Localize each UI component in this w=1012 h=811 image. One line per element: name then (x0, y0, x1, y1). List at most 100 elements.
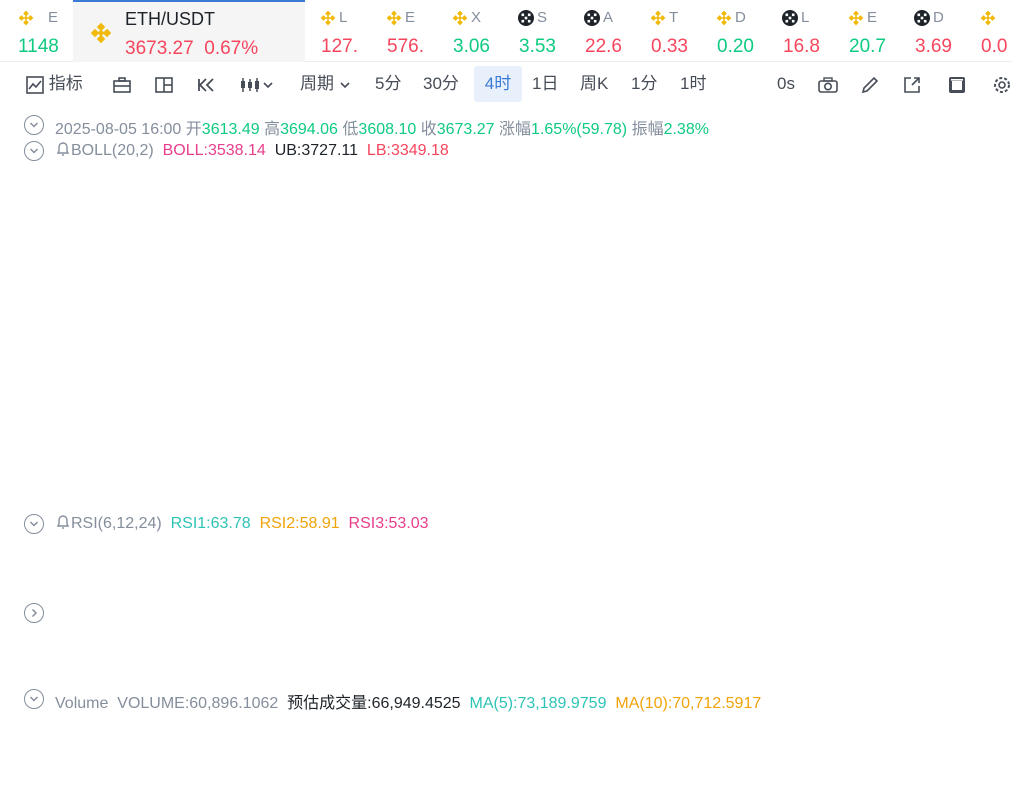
interval-6[interactable]: 1时 (680, 74, 707, 93)
interval-0[interactable]: 5分 (375, 74, 402, 93)
extra-pane-header (0, 602, 1012, 626)
ticker-symbol: D (735, 9, 746, 26)
volume-bar (591, 742, 597, 768)
candle-body (235, 376, 240, 386)
ticker-item[interactable]: E 576. (371, 0, 437, 62)
candle-body (626, 222, 631, 224)
ticker-item[interactable]: S 3.53 (503, 0, 569, 62)
ticker-item[interactable]: D 3.69 (899, 0, 965, 62)
indicators-button[interactable]: 指标 (26, 66, 83, 102)
volume-bar (148, 752, 154, 768)
candle-body (327, 267, 332, 269)
boll-band-fill (12, 177, 986, 491)
interval-4[interactable]: 周K (580, 74, 609, 93)
bell-icon[interactable] (55, 514, 71, 530)
ticker-item[interactable]: A 22.6 (569, 0, 635, 62)
volume-bar (131, 754, 137, 768)
ticker-item[interactable]: E 20.7 (833, 0, 899, 62)
candle-body (563, 242, 568, 248)
candle-body (350, 255, 355, 258)
volume-bar (821, 738, 827, 768)
candle-body (154, 388, 159, 393)
delete-button[interactable] (946, 66, 968, 102)
chart-type-button[interactable] (238, 66, 274, 102)
popout-button[interactable] (902, 66, 922, 102)
candle-body (108, 389, 113, 391)
candle-body (56, 435, 61, 439)
volume-bar (464, 751, 470, 768)
binance-icon (18, 10, 34, 26)
ticker-item[interactable]: 0.0 (965, 0, 1012, 62)
expand-pane-button[interactable] (24, 603, 44, 623)
volume-collapse-button[interactable] (24, 689, 44, 709)
volume-bar (982, 755, 988, 768)
ticker-item[interactable]: L 127. (305, 0, 371, 62)
volume-bar (16, 753, 22, 768)
volume-bar (390, 748, 396, 768)
close-value: 3673.27 (436, 121, 495, 138)
boll-collapse-button[interactable] (24, 141, 44, 161)
candle-body (862, 225, 867, 235)
candle-body (914, 263, 919, 270)
ticker-item[interactable]: D 0.20 (701, 0, 767, 62)
layout-button[interactable] (154, 66, 174, 102)
volume-bar (102, 732, 108, 768)
candle-body (977, 244, 982, 247)
collapse-button[interactable] (24, 115, 44, 135)
candle-body (379, 257, 384, 259)
candle-body (102, 389, 107, 398)
volume-bar (447, 751, 453, 768)
ticker-symbol: D (933, 9, 944, 26)
okx-icon (914, 10, 930, 26)
screenshot-button[interactable] (817, 66, 839, 102)
bell-icon[interactable] (55, 141, 71, 157)
candle-body (540, 240, 545, 242)
volume-bar (660, 753, 666, 768)
volume-bar (844, 739, 850, 768)
ticker-item[interactable]: T 0.33 (635, 0, 701, 62)
volume-bar (700, 749, 706, 768)
volume-bar (309, 756, 315, 768)
interval-3[interactable]: 1日 (532, 74, 559, 93)
period-label: 周期 (300, 74, 334, 93)
volume-bar (338, 737, 344, 768)
volume-bar (579, 758, 585, 768)
volume-bar (344, 739, 350, 768)
volume-bar (810, 747, 816, 768)
binance-icon (716, 10, 732, 26)
candle-body (333, 265, 338, 268)
candle-body (436, 226, 441, 230)
candle-body (246, 371, 251, 377)
interval-5[interactable]: 1分 (631, 74, 658, 93)
binance-icon (980, 10, 996, 26)
candle-body (304, 294, 309, 304)
x-axis-label: 7月 27 (619, 784, 666, 801)
x-axis-label: 7月 15 (188, 784, 235, 801)
volume-bar (689, 752, 695, 768)
boll-ub: UB:3727.11 (274, 142, 359, 159)
candle-body (217, 385, 222, 388)
boll-legend: BOLL(20,2) BOLL:3538.14 UB:3727.11 LB:33… (0, 140, 1012, 164)
volume-bar (907, 743, 913, 768)
rewind-button[interactable] (196, 66, 218, 102)
candle-body (114, 386, 119, 391)
candle-body (310, 289, 315, 295)
interval-1[interactable]: 30分 (423, 74, 459, 93)
volume-bar (177, 745, 183, 768)
settings-button[interactable] (992, 66, 1012, 102)
volume-bar (205, 756, 211, 768)
volume-bar (620, 744, 626, 768)
ticker-item[interactable]: L 16.8 (767, 0, 833, 62)
draw-button[interactable] (860, 66, 880, 102)
period-dropdown[interactable]: 周期 (300, 66, 351, 102)
volume-bar (33, 743, 39, 768)
rsi-collapse-button[interactable] (24, 514, 44, 534)
candle-body (643, 218, 648, 223)
candle-body (459, 216, 464, 218)
ticker-item[interactable]: X 3.06 (437, 0, 503, 62)
ticker-symbol: L (339, 9, 348, 26)
active-ticker-tab[interactable]: ETH/USDT 3673.27 0.67% (73, 0, 305, 62)
save-layout-button[interactable] (112, 66, 132, 102)
ticker-item[interactable]: E 1148 (0, 0, 73, 62)
interval-2[interactable]: 4时 (474, 66, 522, 102)
